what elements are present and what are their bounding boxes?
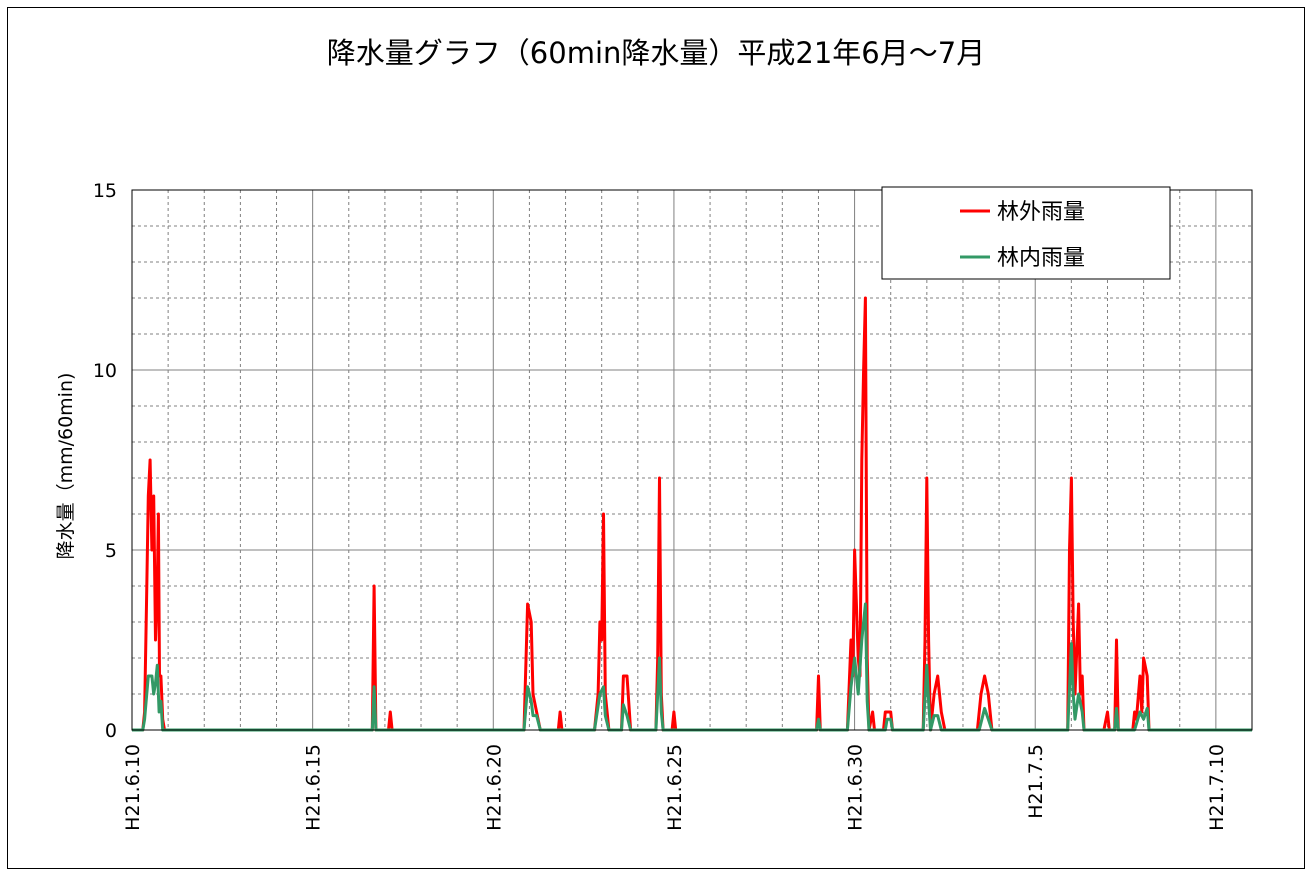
legend: 林外雨量 林内雨量	[881, 186, 1171, 280]
x-tick-label: H21.6.10	[122, 744, 144, 831]
x-axis-ticks: H21.6.10 H21.6.15 H21.6.20 H21.6.25 H21.6.30…	[122, 744, 1228, 831]
x-tick-label: H21.6.15	[303, 744, 325, 831]
plot-border	[131, 189, 1253, 731]
series-line-inside-rain	[132, 602, 1252, 732]
y-axis-label: 降水量（mm/60min)	[55, 373, 77, 560]
y-tick-label: 15	[93, 180, 117, 202]
legend-box	[881, 186, 1171, 280]
x-tick-label: H21.7.5	[1025, 744, 1047, 819]
x-tick-label: H21.6.30	[845, 744, 867, 831]
legend-label-outside-rain: 林外雨量	[997, 200, 1085, 225]
y-tick-label: 10	[93, 360, 117, 382]
legend-label-inside-rain: 林内雨量	[997, 246, 1085, 271]
chart-frame	[7, 7, 1305, 869]
x-tick-label: H21.6.25	[664, 744, 686, 831]
x-tick-label: H21.7.10	[1206, 744, 1228, 831]
y-tick-label: 0	[105, 720, 117, 742]
x-tick-label: H21.6.20	[483, 744, 505, 831]
y-axis-ticks: 0 5 10 15	[93, 180, 117, 742]
chart-title: 降水量グラフ（60min降水量）平成21年6月～7月	[326, 36, 986, 70]
y-tick-label: 5	[105, 540, 117, 562]
